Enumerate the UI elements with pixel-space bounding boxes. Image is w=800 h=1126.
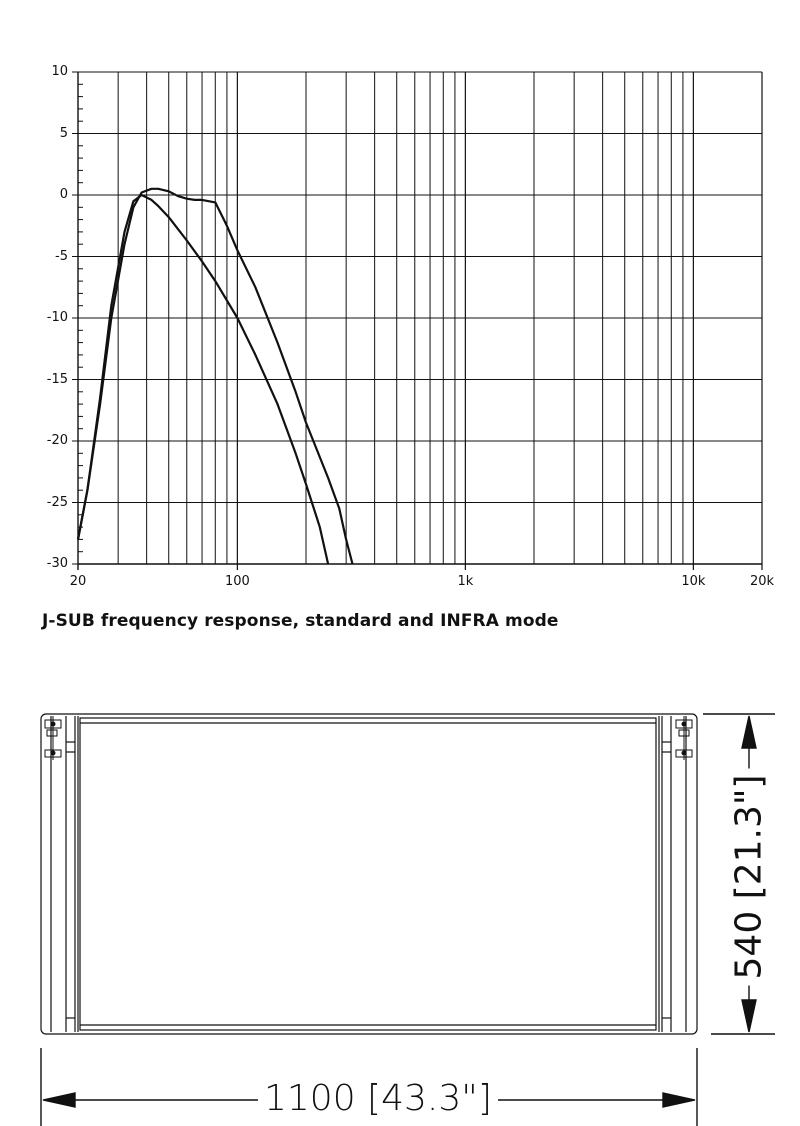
rigging-hardware-right — [675, 716, 693, 760]
width-dimension-label: 1100 [43.3"] — [258, 1078, 498, 1119]
x-tick-label: 20k — [749, 574, 775, 589]
grille-panel — [79, 717, 657, 1031]
rigging-hardware-left — [44, 716, 62, 760]
cabinet-outline — [40, 713, 698, 1035]
y-tick-label: 5 — [59, 125, 68, 141]
x-tick-label: 100 — [224, 574, 250, 589]
y-tick-label: -5 — [55, 248, 68, 264]
y-tick-label: -25 — [46, 494, 68, 510]
y-tick-label: 0 — [59, 187, 68, 202]
y-tick-label: 10 — [51, 64, 68, 79]
frequency-response-chart — [72, 71, 763, 570]
series-line-1 — [76, 187, 354, 565]
y-tick-label: -20 — [46, 433, 68, 448]
x-tick-label: 10k — [681, 574, 706, 589]
y-tick-label: -10 — [46, 310, 68, 325]
x-tick-label: 1k — [457, 574, 474, 589]
x-tick-label: 20 — [69, 574, 87, 589]
series-line-2 — [76, 193, 330, 565]
y-tick-label: -15 — [46, 371, 68, 387]
chart-caption: J-SUB frequency response, standard and I… — [42, 611, 559, 631]
y-tick-label: -30 — [46, 556, 68, 571]
height-dimension-label: 540 [21.3"] — [728, 768, 770, 986]
